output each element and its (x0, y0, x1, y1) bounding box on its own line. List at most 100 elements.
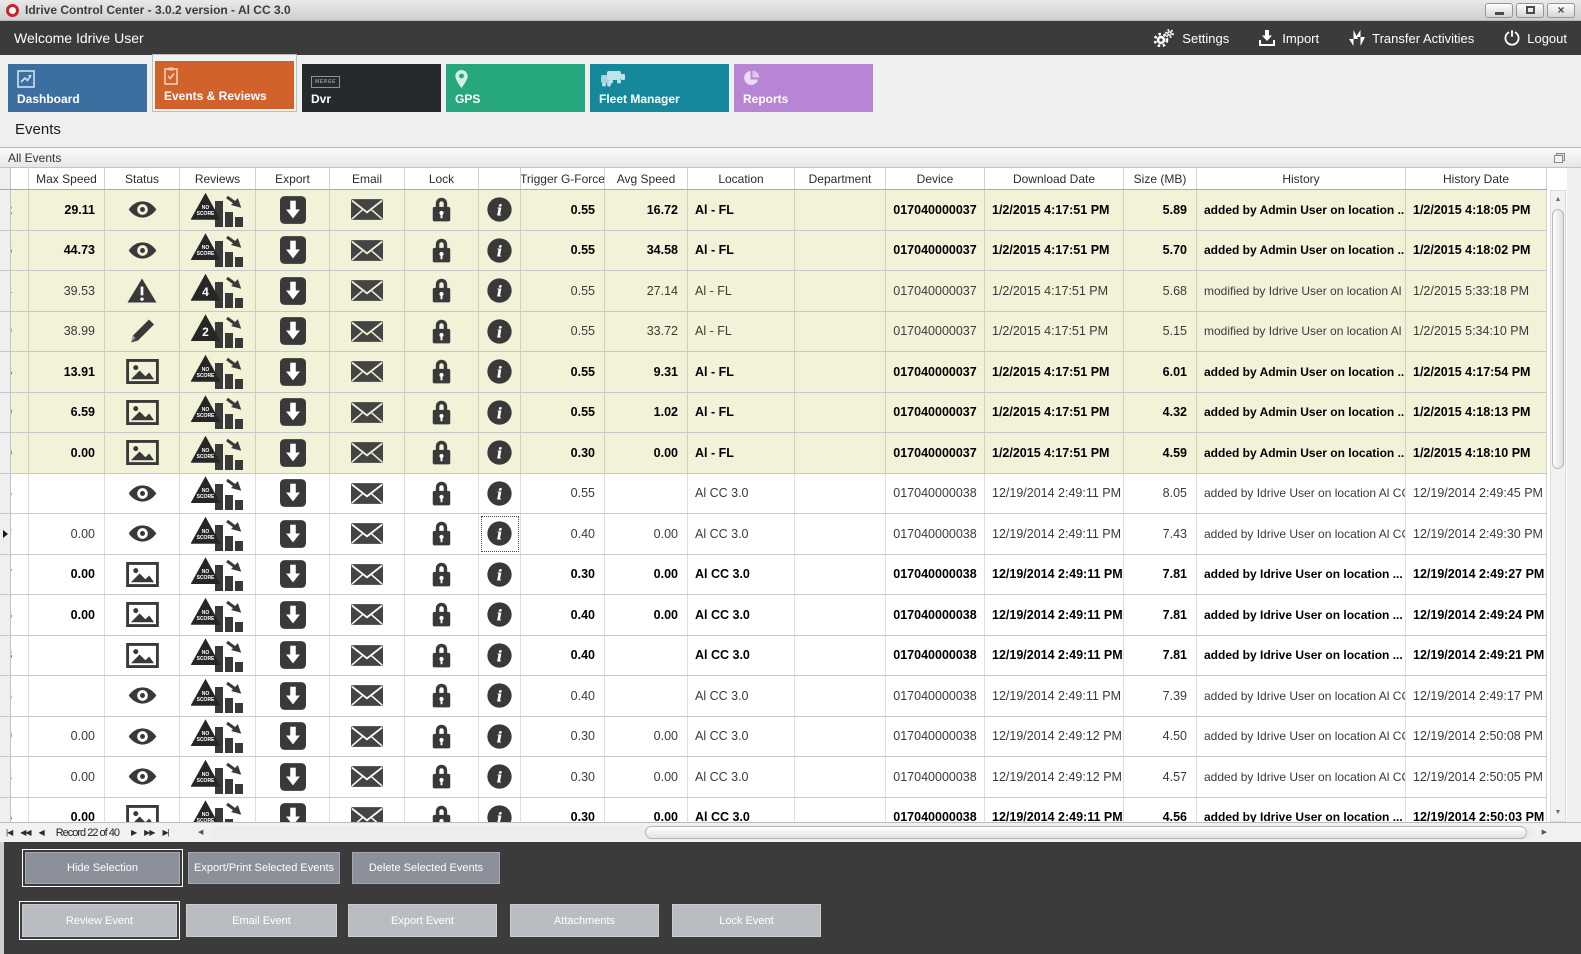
status-cell[interactable] (105, 473, 180, 513)
status-cell[interactable] (105, 352, 180, 392)
col-header-history[interactable]: History (1197, 168, 1406, 189)
info-button[interactable]: i (479, 473, 521, 513)
status-cell[interactable] (105, 514, 180, 554)
email-button[interactable] (330, 716, 405, 756)
col-header-trigger-gforce[interactable]: Trigger G-Force (521, 168, 605, 189)
table-row[interactable]: 6 NO SCORE i 0.40 Al CC 3.0 (0, 676, 1546, 717)
export-button[interactable] (256, 676, 330, 716)
import-menu-item[interactable]: Import (1259, 30, 1319, 46)
info-button[interactable]: i (479, 676, 521, 716)
table-row[interactable]: 0 0.00 NO SCORE i 0.30 0.00 Al - FL (0, 433, 1546, 474)
table-row[interactable]: 0 0.00 NO SCORE i 0.30 0.00 Al CC 3.0 (0, 716, 1546, 757)
status-cell[interactable] (105, 554, 180, 594)
export-button[interactable] (256, 757, 330, 797)
col-header-history-date[interactable]: History Date (1406, 168, 1547, 189)
email-button[interactable] (330, 676, 405, 716)
col-header-avg-speed[interactable]: Avg Speed (605, 168, 688, 189)
col-header-export[interactable]: Export (256, 168, 330, 189)
reviews-cell[interactable]: NO SCORE (180, 190, 256, 230)
last-record-button[interactable]: ▶| (162, 828, 169, 837)
export-button[interactable] (256, 595, 330, 635)
scroll-down-arrow-icon[interactable]: ▼ (1554, 809, 1562, 816)
minimize-button[interactable] (1485, 2, 1513, 18)
export-button[interactable] (256, 554, 330, 594)
col-header-email[interactable]: Email (330, 168, 405, 189)
col-header-size-mb[interactable]: Size (MB) (1124, 168, 1197, 189)
table-row[interactable]: 6 0.00 NO SCORE i 0.30 0.00 Al CC 3.0 (0, 797, 1546, 822)
email-button[interactable] (330, 514, 405, 554)
horizontal-scroll-thumb[interactable] (645, 826, 1527, 839)
hscroll-left-arrow-icon[interactable]: ◀ (198, 829, 204, 836)
lock-button[interactable] (405, 473, 479, 513)
reviews-cell[interactable]: NO SCORE (180, 352, 256, 392)
email-button[interactable] (330, 271, 405, 311)
status-cell[interactable] (105, 230, 180, 270)
col-header-download-date[interactable]: Download Date (985, 168, 1124, 189)
reviews-cell[interactable]: NO SCORE (180, 433, 256, 473)
export-button[interactable] (256, 311, 330, 351)
email-button[interactable] (330, 473, 405, 513)
table-row[interactable]: 7 0.00 NO SCORE i 0.40 0.00 Al CC 3.0 (0, 514, 1546, 555)
table-row[interactable]: 7 0.00 NO SCORE i 0.30 0.00 Al CC 3.0 (0, 554, 1546, 595)
info-button[interactable]: i (479, 797, 521, 822)
table-row[interactable]: 2 29.11 NO SCORE i 0.55 16.72 Al - FL (0, 190, 1546, 231)
settings-menu-item[interactable]: Settings (1153, 29, 1229, 47)
col-header-status[interactable]: Status (105, 168, 180, 189)
table-row[interactable]: 6 NO SCORE i 0.55 Al CC 3.0 (0, 473, 1546, 514)
lock-button[interactable] (405, 190, 479, 230)
export-button[interactable] (256, 271, 330, 311)
info-button[interactable]: i (479, 271, 521, 311)
hide-selection-button[interactable]: Hide Selection (25, 852, 180, 884)
review-event-button[interactable]: Review Event (22, 904, 177, 937)
vertical-scroll-thumb[interactable] (1552, 209, 1564, 469)
lock-button[interactable] (405, 635, 479, 675)
lock-button[interactable] (405, 392, 479, 432)
first-record-button[interactable]: |◀ (6, 828, 13, 837)
fast-next-button[interactable]: ▶▶ (144, 828, 155, 837)
lock-button[interactable] (405, 757, 479, 797)
vertical-scrollbar[interactable]: ▲ ▼ (1550, 190, 1566, 822)
info-button[interactable]: i (479, 190, 521, 230)
reviews-cell[interactable]: NO SCORE (180, 595, 256, 635)
horizontal-scrollbar[interactable] (210, 826, 1535, 840)
status-cell[interactable] (105, 190, 180, 230)
export-button[interactable] (256, 716, 330, 756)
email-button[interactable] (330, 190, 405, 230)
status-cell[interactable] (105, 716, 180, 756)
email-button[interactable] (330, 352, 405, 392)
fast-prev-button[interactable]: ◀◀ (20, 828, 31, 837)
status-cell[interactable] (105, 676, 180, 716)
lock-button[interactable] (405, 554, 479, 594)
reviews-cell[interactable]: NO SCORE (180, 473, 256, 513)
col-header-location[interactable]: Location (688, 168, 795, 189)
status-cell[interactable] (105, 271, 180, 311)
close-button[interactable]: × (1547, 2, 1575, 18)
reviews-cell[interactable]: 4 (180, 271, 256, 311)
email-button[interactable] (330, 554, 405, 594)
table-row[interactable]: 8 NO SCORE i 0.40 Al CC 3.0 (0, 635, 1546, 676)
info-button[interactable]: i (479, 433, 521, 473)
lock-button[interactable] (405, 716, 479, 756)
lock-button[interactable] (405, 230, 479, 270)
col-header-reviews[interactable]: Reviews (180, 168, 256, 189)
lock-button[interactable] (405, 676, 479, 716)
tab-gps[interactable]: GPS (446, 64, 585, 112)
email-button[interactable] (330, 797, 405, 822)
lock-button[interactable] (405, 311, 479, 351)
export-button[interactable] (256, 392, 330, 432)
reviews-cell[interactable]: NO SCORE (180, 635, 256, 675)
reviews-cell[interactable]: NO SCORE (180, 757, 256, 797)
info-button[interactable]: i (479, 311, 521, 351)
info-button[interactable]: i (479, 757, 521, 797)
email-button[interactable] (330, 311, 405, 351)
email-button[interactable] (330, 230, 405, 270)
attachments-button[interactable]: Attachments (510, 904, 659, 937)
lock-button[interactable] (405, 352, 479, 392)
reviews-cell[interactable]: NO SCORE (180, 514, 256, 554)
email-button[interactable] (330, 392, 405, 432)
table-row[interactable]: 0 6.59 NO SCORE i 0.55 1.02 Al - FL (0, 392, 1546, 433)
col-header-info[interactable] (479, 168, 521, 189)
lock-event-button[interactable]: Lock Event (672, 904, 821, 937)
col-header-max-speed[interactable]: Max Speed (29, 168, 105, 189)
table-row[interactable]: 6 44.73 NO SCORE i 0.55 34.58 Al - FL (0, 230, 1546, 271)
